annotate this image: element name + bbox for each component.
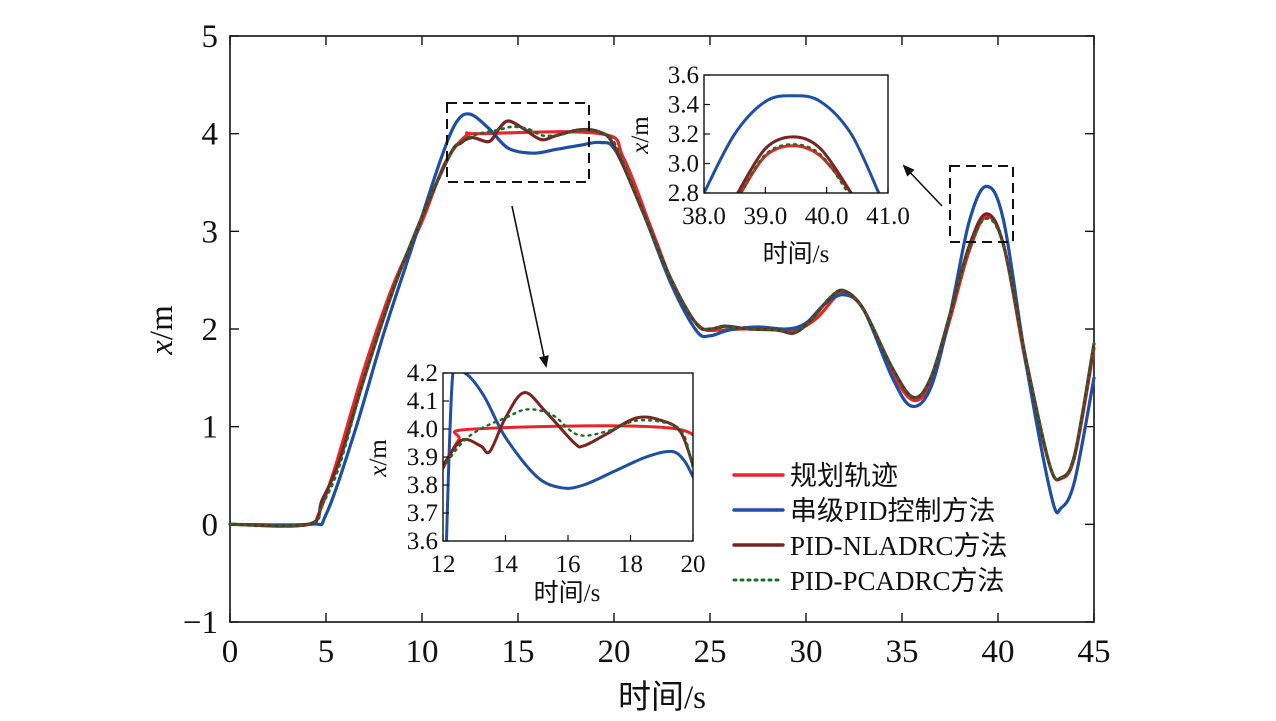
inset-y-tick-label: 3.6 (668, 62, 699, 89)
inset-series-line (443, 391, 693, 467)
series-line (228, 112, 1096, 527)
inset-x-tick-label: 16 (556, 551, 581, 578)
inset-y-tick-label: 3.4 (668, 92, 700, 119)
zoom-box-2 (949, 165, 1014, 243)
legend-label: PID-NLADRC方法 (790, 531, 1008, 561)
inset-2-axis-ticks: 38.0 39.0 40.0 41.0 2.83.0 3.23.4 3.6 (668, 62, 910, 230)
inset-y-tick-label: 4.0 (407, 416, 438, 443)
inset-series-line (736, 135, 853, 193)
inset-y-tick-label: 3.9 (407, 444, 438, 471)
inset-x-tick-label: 14 (493, 551, 519, 578)
x-tick-label: 45 (1078, 634, 1111, 670)
zoom-arrow-1 (511, 205, 549, 368)
inset-y-tick-label: 3.6 (407, 528, 438, 555)
inset-1-background (443, 373, 693, 541)
inset-1-series-group (443, 373, 693, 541)
inset-1-x-label: 时间/s (534, 579, 601, 607)
inset-2-background (704, 75, 888, 193)
inset-1-y-label-unit: /m (365, 439, 392, 466)
inset-y-tick-label: 4.1 (407, 388, 438, 415)
x-tick-label: 10 (406, 634, 439, 670)
inset-x-tick-label: 20 (681, 551, 706, 578)
inset-series-line (444, 373, 693, 541)
inset-1-y-label: x/m (365, 439, 392, 478)
inset-y-tick-label: 3.2 (668, 121, 699, 148)
y-axis-label: x/m (144, 305, 180, 356)
y-axis-label-var: x (144, 340, 180, 356)
inset-series-line (739, 143, 850, 193)
y-axis-label-unit: /m (144, 305, 180, 340)
inset-series-line (443, 408, 693, 470)
y-tick-label: 4 (202, 117, 219, 153)
x-tick-label: 40 (982, 634, 1015, 670)
inset-y-tick-label: 3.0 (668, 151, 699, 178)
x-tick-label: 15 (502, 634, 535, 670)
inset-2-series-group (704, 94, 881, 193)
legend-label: 串级PID控制方法 (790, 496, 996, 526)
x-tick-label: 25 (694, 634, 727, 670)
y-tick-label: 3 (202, 214, 219, 250)
x-tick-label: 30 (790, 634, 823, 670)
legend-label: PID-PCADRC方法 (790, 566, 1005, 596)
y-tick-label: 1 (202, 410, 219, 446)
inset-y-tick-label: 2.8 (668, 180, 699, 207)
inset-2-y-label-unit: /m (627, 116, 654, 143)
inset-x-tick-label: 12 (431, 551, 456, 578)
legend-label: 规划轨迹 (790, 461, 898, 491)
y-tick-label: 2 (202, 312, 219, 348)
zoom-arrow-2 (902, 164, 943, 207)
inset-series-line (704, 94, 881, 193)
x-tick-label: 20 (598, 634, 631, 670)
series-line (228, 125, 1096, 528)
inset-x-tick-label: 39.0 (743, 203, 787, 230)
x-tick-label: 35 (886, 634, 919, 670)
inset-1-axis-ticks: 12 14 16 18 20 3.63.73.83.94.04.14.2 (407, 360, 706, 578)
inset-series-clip (704, 94, 881, 193)
inset-2-x-label: 时间/s (763, 240, 830, 268)
main-series-group (228, 112, 1096, 528)
zoom-box-1 (446, 102, 590, 183)
x-axis-label: 时间/s (618, 680, 706, 716)
inset-1-y-label-var: x (365, 466, 392, 478)
inset-y-tick-label: 3.8 (407, 472, 438, 499)
y-tick-label: 5 (202, 19, 219, 55)
inset-2-y-label: x/m (627, 116, 654, 155)
inset-2-y-label-var: x (627, 143, 654, 155)
inset-y-tick-label: 3.7 (407, 500, 438, 527)
inset-x-tick-label: 38.0 (682, 203, 726, 230)
y-tick-label: −1 (183, 605, 218, 641)
inset-x-tick-label: 18 (618, 551, 643, 578)
inset-x-tick-label: 40.0 (805, 203, 849, 230)
inset-y-tick-label: 4.2 (407, 360, 438, 387)
y-tick-label: 0 (202, 507, 219, 543)
inset-series-clip (443, 373, 693, 541)
x-tick-label: 0 (222, 634, 239, 670)
inset-x-tick-label: 41.0 (866, 203, 910, 230)
x-tick-label: 5 (318, 634, 335, 670)
